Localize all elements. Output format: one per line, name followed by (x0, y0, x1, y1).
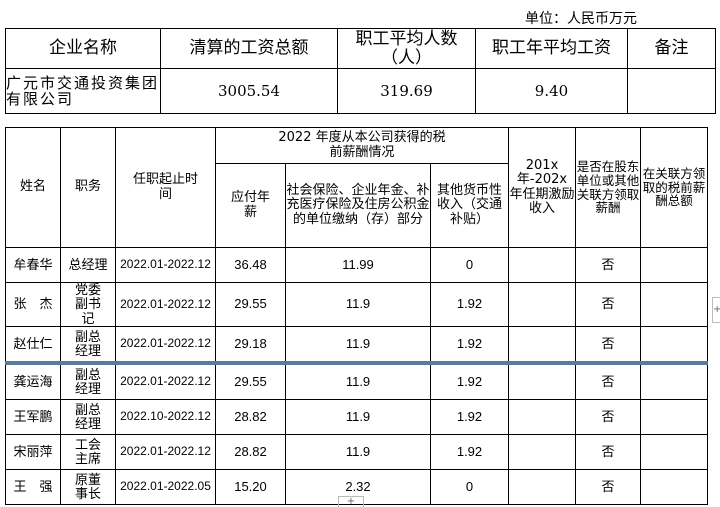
header-term: 任职起止时间 (115, 127, 216, 248)
cell-related (640, 282, 709, 327)
table-row: 张 杰党委副书记 2022.01-2022.12 29.55 11.9 1.92 否 (5, 282, 709, 327)
header-related: 在关联方领取的税前薪酬总额 (640, 127, 709, 248)
cell-name: 龚运海 (5, 362, 61, 400)
cell-incentive (508, 325, 577, 365)
cell-position: 工会主席 (60, 433, 116, 470)
cell-related (640, 468, 709, 505)
header-shareholder: 是否在股东单位或其他关联方领取薪酬 (575, 127, 642, 248)
table-row: 宋丽萍 工会主席 2022.01-2022.12 28.82 11.9 1.92 否 (5, 433, 709, 470)
header-name: 姓名 (5, 127, 61, 248)
table-row: 王军鹏 副总经理 2022.10-2022.12 28.82 11.9 1.92 否 (5, 398, 709, 435)
cell-salary: 28.82 (215, 433, 286, 470)
cell-insurance: 11.9 (285, 398, 431, 435)
header-position: 职务 (60, 127, 116, 248)
cell-other: 1.92 (429, 433, 510, 470)
header-incentive: 201x 年-202x 年任期激励收入 (508, 127, 577, 248)
avg-staff: 319.69 (337, 68, 476, 114)
cell-salary: 29.18 (215, 325, 286, 365)
cell-insurance: 11.9 (285, 325, 431, 365)
cell-incentive (508, 282, 577, 327)
cell-position: 总经理 (60, 247, 116, 283)
cell-term: 2022.01-2022.12 (115, 362, 216, 400)
cell-position: 党委副书记 (60, 282, 116, 327)
cell-other: 1.92 (429, 398, 510, 435)
cell-related (640, 247, 709, 283)
cell-other: 1.92 (429, 325, 510, 365)
cell-position: 副总经理 (60, 398, 116, 435)
cell-position: 原董事长 (60, 468, 116, 505)
table-row: 赵仕仁 副总经理 2022.01-2022.12 29.18 11.9 1.92 否 (5, 325, 709, 365)
avg-wage: 9.40 (475, 68, 628, 114)
cell-term: 2022.01-2022.12 (115, 325, 216, 365)
cell-term: 2022.01-2022.12 (115, 433, 216, 470)
cell-related (640, 362, 709, 400)
table-row: 龚运海 副总经理 2022.01-2022.12 29.55 11.9 1.92 否 (5, 362, 709, 400)
cell-other: 0 (429, 247, 510, 283)
cell-related (640, 398, 709, 435)
cell-shareholder: 否 (575, 433, 642, 470)
table-row: 王 强原董事长 2022.01-2022.05 15.20 2.32 0 否 (5, 468, 709, 505)
header-avg-wage: 职工年平均工资 (475, 28, 628, 69)
cell-insurance: 11.9 (285, 433, 431, 470)
cell-incentive (508, 362, 577, 400)
cell-salary: 28.82 (215, 398, 286, 435)
cell-other: 0 (429, 468, 510, 505)
header-other: 其他货币性收入（交通补贴） (429, 163, 510, 248)
cell-position: 副总经理 (60, 325, 116, 365)
cell-related (640, 433, 709, 470)
add-row-handle[interactable]: + (338, 496, 364, 507)
company-name: 广元市交通投资集团有限公司 (5, 68, 161, 114)
cell-position: 副总经理 (60, 362, 116, 400)
cell-incentive (508, 247, 577, 283)
table-row: 牟春华 总经理 2022.01-2022.12 36.48 11.99 0 否 (5, 247, 709, 283)
unit-label: 单位：人民币万元 (525, 11, 637, 27)
cell-term: 2022.01-2022.12 (115, 247, 216, 283)
cell-other: 1.92 (429, 282, 510, 327)
cell-insurance: 11.99 (285, 247, 431, 283)
cell-shareholder: 否 (575, 468, 642, 505)
cell-salary: 36.48 (215, 247, 286, 283)
cell-salary: 29.55 (215, 282, 286, 327)
cell-name: 王 强 (5, 468, 61, 505)
cell-insurance: 11.9 (285, 362, 431, 400)
header-avg-staff: 职工平均人数（人） (337, 28, 476, 69)
summary-table: 企业名称 清算的工资总额 职工平均人数（人） 职工年平均工资 备注 广元市交通投… (5, 28, 716, 114)
cell-related (640, 325, 709, 365)
cell-salary: 29.55 (215, 362, 286, 400)
cell-shareholder: 否 (575, 325, 642, 365)
cell-incentive (508, 468, 577, 505)
cell-insurance: 2.32 (285, 468, 431, 505)
cell-incentive (508, 433, 577, 470)
header-insurance: 社会保险、企业年金、补充医疗保险及住房公积金的单位缴纳（存）部分 (285, 163, 431, 248)
header-company: 企业名称 (5, 28, 161, 69)
cell-insurance: 11.9 (285, 282, 431, 327)
cell-other: 1.92 (429, 362, 510, 400)
cell-shareholder: 否 (575, 398, 642, 435)
header-salary: 应付年薪 (215, 163, 286, 248)
cell-shareholder: 否 (575, 247, 642, 283)
note (627, 68, 716, 114)
cell-shareholder: 否 (575, 362, 642, 400)
header-note: 备注 (627, 28, 716, 69)
cell-name: 宋丽萍 (5, 433, 61, 470)
cell-name: 王军鹏 (5, 398, 61, 435)
cell-name: 牟春华 (5, 247, 61, 283)
salary-detail-table: 姓名 职务 任职起止时间 2022 年度从本公司获得的税前薪酬情况 201x 年… (5, 127, 709, 505)
cell-term: 2022.01-2022.12 (115, 282, 216, 327)
cell-name: 赵仕仁 (5, 325, 61, 365)
cell-term: 2022.01-2022.05 (115, 468, 216, 505)
header-group: 2022 年度从本公司获得的税前薪酬情况 (214, 127, 510, 164)
header-total-wages: 清算的工资总额 (160, 28, 338, 69)
add-column-handle[interactable]: + (712, 297, 720, 323)
cell-incentive (508, 398, 577, 435)
cell-term: 2022.10-2022.12 (115, 398, 216, 435)
cell-salary: 15.20 (215, 468, 286, 505)
cell-name: 张 杰 (5, 282, 61, 327)
cell-shareholder: 否 (575, 282, 642, 327)
total-wages: 3005.54 (160, 68, 338, 114)
